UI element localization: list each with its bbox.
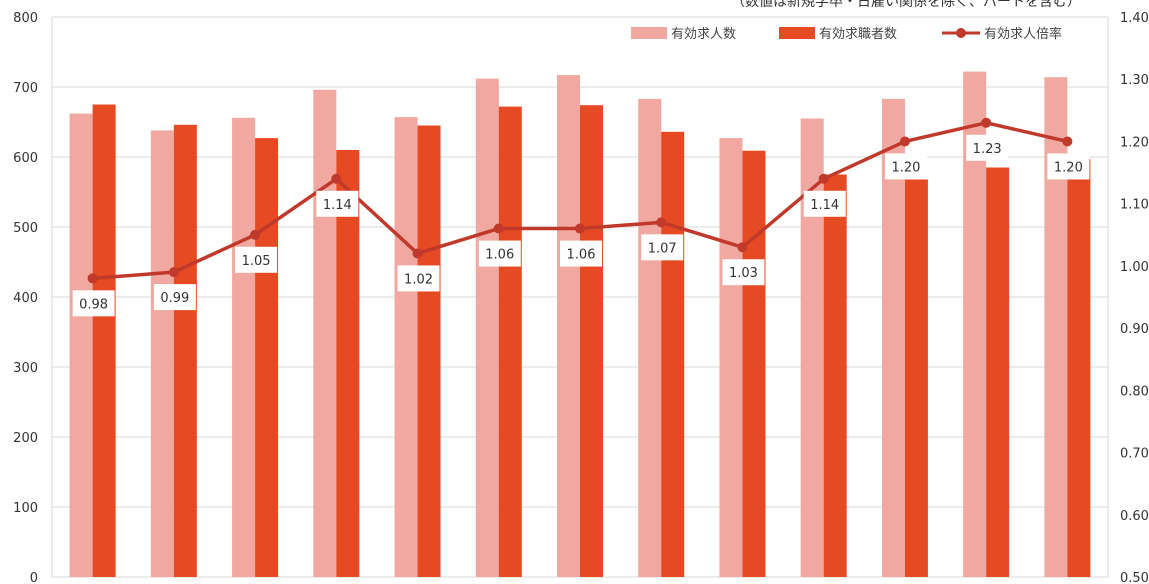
ratio-label-box [560, 240, 602, 267]
ratio-label-box [235, 246, 278, 273]
bars [69, 71, 1091, 578]
ratio-label-box [72, 290, 115, 317]
bar-job-seekers [92, 104, 116, 577]
y-tick-label: 700 [13, 81, 38, 96]
ratio-data-label: 0.98 [79, 297, 108, 312]
ratio-data-label: 1.06 [567, 248, 596, 263]
legend-label-job-offers: 有効求人数 [671, 27, 736, 42]
bar-job-seekers [580, 105, 603, 577]
bar-job-offers [719, 138, 743, 577]
legend-swatch-job-seekers [779, 27, 815, 39]
bar-job-offers [557, 75, 580, 577]
ratio-data-label: 0.99 [160, 291, 189, 306]
ratio-label-box [884, 153, 927, 180]
legend-label-job-seekers: 有効求職者数 [819, 27, 897, 42]
ratio-point [493, 223, 504, 234]
bar-job-seekers [417, 125, 441, 577]
ratio-point [981, 117, 992, 128]
y-tick-label: 100 [13, 501, 38, 516]
chart-note: （数値は新規学卒・日雇い関係を除く、パートを含む） [731, 0, 1081, 10]
ratio-point [331, 173, 342, 184]
y2-tick-label: 0.50 [1120, 571, 1149, 584]
bar-job-offers [638, 98, 662, 578]
ratio-data-label: 1.20 [891, 160, 920, 175]
bar-job-seekers [986, 167, 1010, 577]
ratio-data-label: 1.07 [648, 241, 677, 256]
y-tick-label: 0 [30, 571, 38, 584]
ratio-point [412, 248, 423, 259]
ratio-point [656, 217, 667, 228]
bar-job-offers [150, 130, 174, 577]
ratio-data-label: 1.03 [729, 266, 758, 281]
bar-job-seekers [173, 124, 197, 578]
y2-tick-label: 1.20 [1120, 135, 1149, 150]
ratio-label-box [1047, 153, 1090, 180]
bar-job-offers [800, 118, 824, 577]
y2-tick-label: 0.70 [1120, 447, 1149, 462]
legend: 有効求人数 有効求職者数 有効求人倍率 [631, 26, 1062, 42]
legend-marker-ratio [956, 28, 966, 38]
bar-job-seekers [904, 179, 928, 577]
y2-tick-label: 0.90 [1120, 322, 1149, 337]
bar-job-seekers [255, 138, 279, 577]
ratio-point [168, 267, 179, 278]
ratio-point [1062, 136, 1073, 147]
bar-job-offers [232, 117, 256, 578]
bar-job-offers [313, 89, 337, 578]
bar-job-offers [1044, 77, 1068, 577]
ratio-label-box [397, 265, 440, 292]
y2-tick-label: 0.60 [1120, 509, 1149, 524]
bar-job-seekers [336, 150, 360, 577]
ratio-label-box [153, 284, 196, 311]
bar-job-offers [881, 98, 905, 578]
ratio-data-label: 1.23 [973, 142, 1002, 157]
right-axis: 0.50 0.60 0.70 0.80 0.90 1.00 1.10 1.20 1.30 1.40 [1120, 11, 1149, 584]
y-tick-label: 800 [13, 11, 38, 26]
ratio-line [87, 117, 1073, 284]
legend-label-ratio: 有効求人倍率 [984, 26, 1062, 42]
y2-tick-label: 1.00 [1120, 260, 1149, 275]
ratio-data-label: 1.14 [323, 198, 352, 213]
y-tick-label: 200 [13, 431, 38, 446]
bar-job-offers [475, 78, 499, 577]
y-tick-label: 300 [13, 361, 38, 376]
bar-job-seekers [742, 150, 766, 577]
ratio-point [87, 273, 98, 284]
bar-job-seekers [498, 106, 522, 577]
ratio-label-box [803, 190, 846, 217]
y-tick-label: 400 [13, 291, 38, 306]
bar-job-seekers [661, 131, 685, 578]
y2-tick-label: 1.10 [1120, 198, 1149, 213]
y2-tick-label: 1.30 [1120, 73, 1149, 88]
ratio-label-box [478, 240, 521, 267]
y-tick-label: 500 [13, 221, 38, 236]
ratio-data-label: 1.06 [485, 248, 514, 263]
ratio-label-box [722, 259, 765, 286]
gridlines [51, 16, 1109, 578]
y2-tick-label: 0.80 [1120, 384, 1149, 399]
ratio-data-label: 1.05 [242, 254, 271, 269]
ratio-label-box [316, 190, 359, 217]
ratio-point [818, 173, 829, 184]
ratio-point [899, 136, 910, 147]
y2-tick-label: 1.40 [1120, 11, 1149, 26]
ratio-point [250, 229, 261, 240]
bar-job-seekers [823, 174, 847, 577]
ratio-point [737, 242, 748, 253]
ratio-label-box [966, 134, 1009, 161]
ratio-data-label: 1.14 [810, 198, 839, 213]
bar-job-seekers [1067, 159, 1091, 577]
bar-job-offers [394, 117, 418, 577]
legend-swatch-job-offers [631, 27, 667, 39]
bar-job-offers [69, 113, 93, 577]
left-axis: 0 100 200 300 400 500 600 700 800 [13, 11, 38, 584]
ratio-label-box [641, 234, 684, 261]
data-labels: 0.98 0.99 1.05 1.14 1.02 1.06 1.06 1.07 1.03 1.14… [72, 134, 1090, 317]
ratio-data-label: 1.20 [1054, 160, 1083, 175]
ratio-data-label: 1.02 [404, 272, 433, 287]
y-tick-label: 600 [13, 151, 38, 166]
ratio-point [575, 223, 585, 234]
bar-job-offers [963, 71, 987, 577]
